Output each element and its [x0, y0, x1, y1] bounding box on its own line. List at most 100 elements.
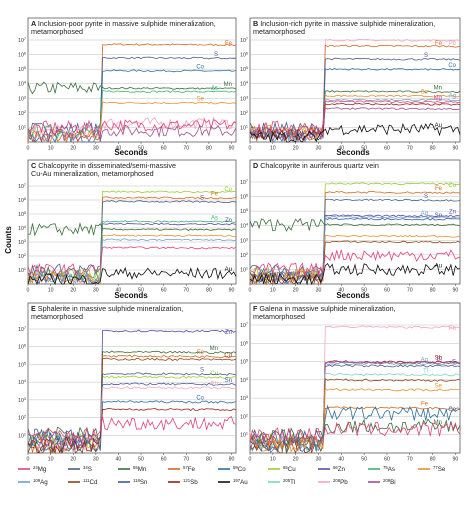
x-tick-label: 70 — [183, 288, 189, 294]
series-line-bi — [249, 361, 461, 454]
y-tick-label: 106 — [18, 197, 26, 204]
x-tick-label: 60 — [384, 146, 390, 152]
legend-label: 111Cd — [83, 478, 98, 486]
x-tick-label: 90 — [229, 146, 235, 152]
series-line-mn — [27, 222, 237, 237]
series-label-au: Au — [435, 263, 442, 269]
y-tick-label: 102 — [18, 253, 26, 260]
series-line-mn — [249, 217, 461, 232]
panel-frame — [27, 159, 237, 285]
legend-item-mn: 55Mn — [118, 465, 147, 473]
x-tick-label: 20 — [70, 457, 76, 463]
panel-frame — [249, 159, 461, 285]
series-label-co: Co — [448, 407, 456, 413]
legend-label: 66Zn — [333, 465, 346, 473]
legend-item-ag: 109Ag — [18, 478, 48, 486]
series-line-au — [249, 262, 461, 286]
series-label-s: S — [424, 53, 428, 59]
series-line-cu — [27, 375, 237, 450]
series-line-s — [249, 364, 461, 445]
panel-frame — [249, 17, 461, 143]
series-line-mg — [27, 416, 237, 445]
legend: 24Mg 34S 55Mn 57Fe 59Co 65Cu 66Zn 75As 77Se 109Ag… — [18, 465, 446, 486]
y-tick-label: 106 — [18, 52, 26, 59]
series-line-s — [27, 56, 237, 137]
series-label-cu: Cu — [224, 187, 232, 193]
x-tick-label: 30 — [93, 457, 99, 463]
x-tick-label: 70 — [407, 146, 413, 152]
x-tick-label: 40 — [338, 146, 344, 152]
x-tick-label: 40 — [116, 457, 122, 463]
x-tick-label: 80 — [430, 288, 436, 294]
x-tick-label: 70 — [407, 457, 413, 463]
x-tick-label: 50 — [138, 457, 144, 463]
x-axis-label-row1-right: Seconds — [336, 148, 370, 157]
x-tick-label: 20 — [293, 146, 299, 152]
legend-label: 24Mg — [33, 465, 47, 473]
x-tick-label: 10 — [48, 457, 54, 463]
series-line-mg — [249, 100, 461, 136]
y-tick-label: 102 — [240, 110, 248, 117]
y-tick-label: 103 — [18, 95, 26, 102]
series-label-ag: Ag — [421, 357, 428, 363]
y-tick-label: 106 — [240, 340, 248, 347]
series-label-se: Se — [421, 90, 429, 96]
x-tick-label: 0 — [27, 146, 30, 152]
x-tick-label: 10 — [270, 457, 276, 463]
panel-A: 101 102 103 104 105 106 107 0 10 20 30 40 50 60 70 80 90… — [18, 17, 237, 152]
y-tick-label: 104 — [240, 81, 248, 88]
x-tick-label: 50 — [361, 146, 367, 152]
x-tick-label: 0 — [249, 288, 252, 294]
series-label-au: Au — [435, 123, 442, 129]
x-tick-label: 30 — [316, 146, 322, 152]
series-line-se — [249, 94, 461, 140]
series-line-se — [249, 234, 461, 285]
legend-label: 205Tl — [283, 478, 295, 486]
legend-label: 65Cu — [283, 465, 296, 473]
legend-label: 34S — [83, 465, 92, 473]
x-tick-label: 40 — [116, 146, 122, 152]
legend-label: 75As — [383, 465, 395, 473]
series-line-s — [249, 198, 461, 278]
panel-F: 101 102 103 104 105 106 107 0 10 20 30 40 50 60 70 80 90… — [240, 302, 461, 463]
legend-item-tl: 205Tl — [268, 478, 295, 486]
series-line-ag — [249, 215, 461, 284]
x-tick-label: 10 — [48, 146, 54, 152]
series-line-se — [27, 234, 237, 285]
series-label-bi: Bi — [437, 356, 442, 362]
x-axis-label-row1-left: Seconds — [114, 148, 148, 157]
series-label-cu: Cu — [210, 371, 218, 377]
y-tick-label: 104 — [18, 81, 26, 88]
x-tick-label: 90 — [453, 457, 459, 463]
y-tick-label: 103 — [240, 95, 248, 102]
x-tick-label: 80 — [430, 457, 436, 463]
x-tick-label: 90 — [229, 457, 235, 463]
series-label-pb: Pb — [449, 326, 457, 332]
series-label-cd: Cd — [224, 353, 232, 359]
y-tick-label: 104 — [18, 225, 26, 232]
panel-C: 101 102 103 104 105 106 107 0 10 20 30 40 50 60 70 80 90… — [18, 159, 237, 294]
x-tick-label: 80 — [430, 146, 436, 152]
y-tick-label: 101 — [18, 267, 26, 274]
panel-title: C Chalcopyrite in disseminated/semi-mass… — [31, 161, 176, 178]
series-label-zn: Zn — [449, 210, 456, 216]
y-axis-label: Counts — [4, 226, 13, 254]
series-label-mn: Mn — [434, 420, 442, 426]
x-tick-label: 10 — [270, 146, 276, 152]
x-tick-label: 40 — [338, 457, 344, 463]
y-tick-label: 105 — [18, 211, 26, 218]
legend-label: 55Mn — [133, 465, 147, 473]
series-label-mn: Mn — [434, 85, 442, 91]
panel-B: 101 102 103 104 105 106 107 0 10 20 30 40 50 60 70 80 90… — [240, 17, 461, 152]
panel-title: E Sphalerite in massive sulphide mineral… — [31, 304, 183, 321]
panel-title: A Inclusion-poor pyrite in massive sulph… — [31, 19, 216, 36]
panel-E: 101 102 103 104 105 106 107 0 10 20 30 40 50 60 70 80 90… — [18, 302, 237, 463]
series-line-fe — [27, 354, 237, 453]
series-line-s — [27, 372, 237, 447]
series-label-se: Se — [197, 97, 205, 103]
x-tick-label: 20 — [293, 457, 299, 463]
series-line-se — [27, 101, 237, 143]
series-label-tl: Tl — [423, 368, 428, 374]
legend-label: 57Fe — [183, 465, 196, 473]
y-tick-label: 103 — [18, 239, 26, 246]
